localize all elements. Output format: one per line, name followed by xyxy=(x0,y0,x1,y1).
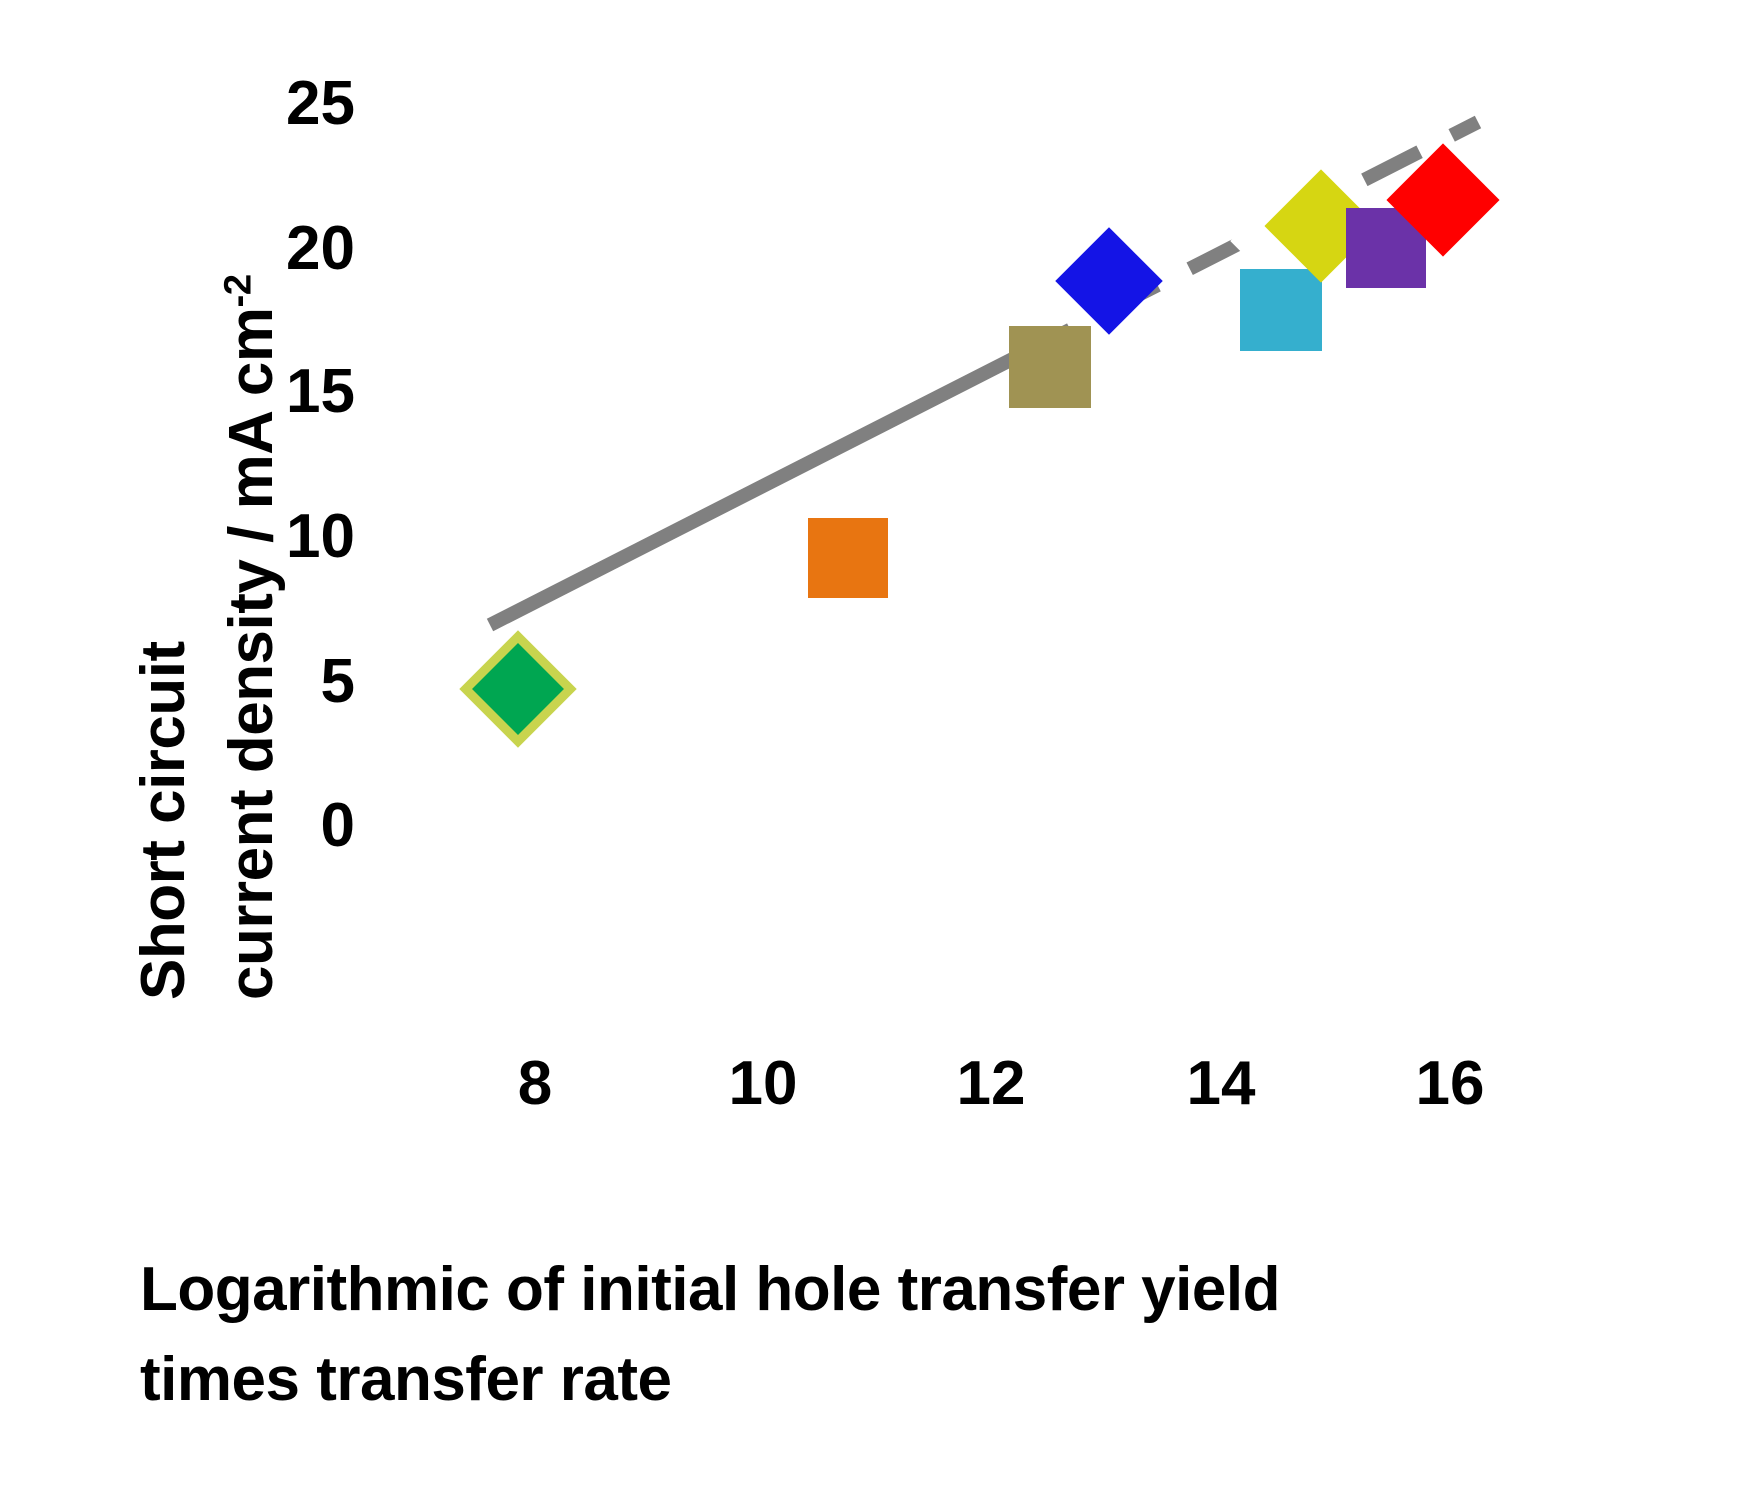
data-point-orange-square xyxy=(808,518,888,598)
trendline-solid-segment xyxy=(486,351,1019,632)
x-tick-label-16: 16 xyxy=(1415,1049,1485,1118)
data-point-purple-square xyxy=(1346,208,1426,288)
trendline-dashed-segment xyxy=(1011,115,1482,364)
trendline-group xyxy=(486,115,1482,632)
data-point-blue-diamond xyxy=(1055,227,1163,335)
y-tick-label-20: 20 xyxy=(286,214,355,283)
x-axis-title-line1: Logarithmic of initial hole transfer yie… xyxy=(140,1255,1280,1324)
x-axis-title-line2: times transfer rate xyxy=(140,1345,672,1414)
y-tick-label-10: 10 xyxy=(286,502,355,571)
y-tick-label-15: 15 xyxy=(286,357,355,426)
data-point-red-diamond xyxy=(1386,143,1500,257)
data-point-white-diamond xyxy=(1230,187,1338,295)
x-tick-label-8: 8 xyxy=(517,1049,553,1118)
data-point-cyan-square xyxy=(1240,269,1322,351)
data-point-olive-square xyxy=(1009,326,1091,408)
x-axis-title: Logarithmic of initial hole transfer yie… xyxy=(140,1245,1580,1425)
x-tick-label-10: 10 xyxy=(728,1049,798,1118)
data-point-green-diamond xyxy=(459,630,577,748)
y-tick-label-25: 25 xyxy=(286,69,355,138)
y-tick-label-5: 5 xyxy=(320,647,355,716)
data-point-yellow-diamond xyxy=(1264,169,1378,283)
y-tick-label-0: 0 xyxy=(320,791,355,860)
data-markers-group xyxy=(459,143,1500,748)
x-tick-label-12: 12 xyxy=(956,1049,1026,1118)
x-tick-label-14: 14 xyxy=(1186,1049,1256,1118)
